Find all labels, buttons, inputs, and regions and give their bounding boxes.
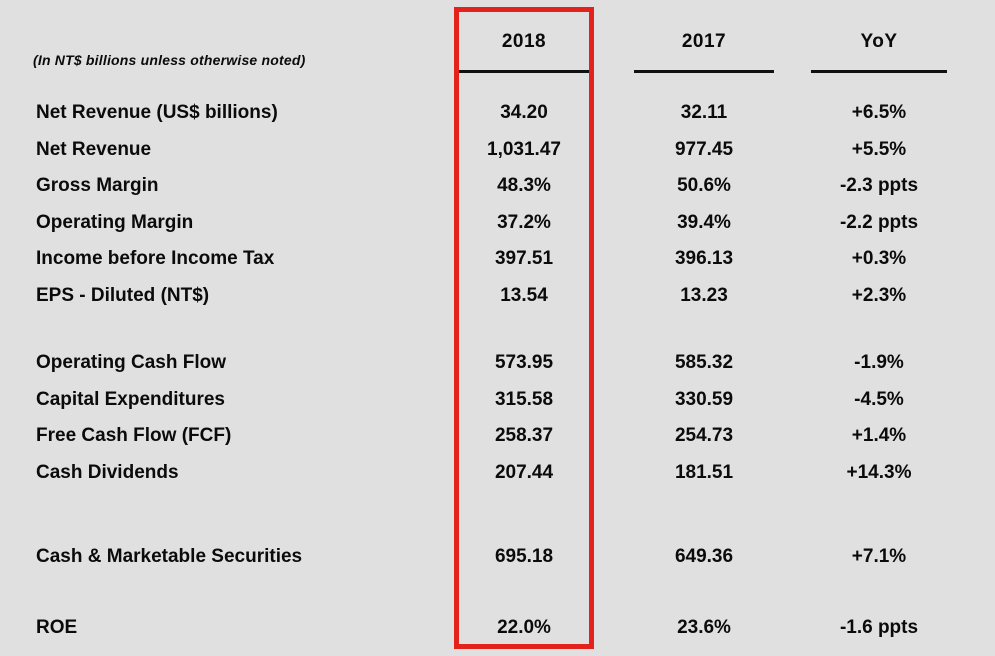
value-2017: 181.51 xyxy=(674,461,734,483)
row-label: Cash Dividends xyxy=(36,461,179,483)
column-gap xyxy=(776,382,806,419)
highlight-box-2018-column xyxy=(454,7,594,649)
section-gap xyxy=(0,491,952,539)
value-yoy: +1.4% xyxy=(851,425,907,447)
value-2017: 32.11 xyxy=(680,102,728,124)
value-2018: 34.20 xyxy=(500,102,548,124)
header-gap xyxy=(776,0,806,73)
column-gap xyxy=(776,539,806,576)
value-2017: 396.13 xyxy=(674,248,734,270)
column-gap xyxy=(776,610,806,647)
value-yoy: +7.1% xyxy=(851,546,907,568)
row-label: Operating Cash Flow xyxy=(36,352,227,374)
value-yoy: -2.2 ppts xyxy=(839,211,919,233)
units-note: (In NT$ billions unless otherwise noted) xyxy=(33,52,306,68)
value-2017: 13.23 xyxy=(680,284,728,306)
row-label: Free Cash Flow (FCF) xyxy=(36,425,232,447)
section-gap xyxy=(0,576,952,610)
value-2018: 13.54 xyxy=(500,284,548,306)
value-yoy: +2.3% xyxy=(851,284,907,306)
column-gap xyxy=(776,241,806,278)
column-gap xyxy=(776,455,806,492)
table-grid: 2018 2017 YoY Net Revenue (US$ billions)… xyxy=(0,0,952,647)
value-yoy: +6.5% xyxy=(851,102,907,124)
value-2018: 695.18 xyxy=(494,546,554,568)
column-header-2018-label: 2018 xyxy=(501,30,547,52)
row-label: Income before Income Tax xyxy=(36,248,275,270)
value-yoy: -1.9% xyxy=(854,352,904,374)
column-gap xyxy=(596,278,632,315)
column-gap xyxy=(596,610,632,647)
column-gap xyxy=(776,205,806,242)
column-gap xyxy=(596,168,632,205)
value-2017: 330.59 xyxy=(674,388,734,410)
value-2018: 397.51 xyxy=(494,248,554,270)
header-underline-2018 xyxy=(459,70,589,73)
column-gap xyxy=(596,95,632,132)
column-header-2017: 2017 xyxy=(632,0,776,73)
value-2017: 254.73 xyxy=(674,425,734,447)
value-2017: 50.6% xyxy=(677,175,731,197)
value-2017: 649.36 xyxy=(674,546,734,568)
row-label: Net Revenue xyxy=(36,138,152,160)
column-gap xyxy=(596,382,632,419)
column-header-yoy: YoY xyxy=(806,0,952,73)
value-yoy: -4.5% xyxy=(854,388,904,410)
row-label: Net Revenue (US$ billions) xyxy=(36,102,278,124)
column-gap xyxy=(596,241,632,278)
value-yoy: +14.3% xyxy=(846,461,912,483)
column-gap xyxy=(596,455,632,492)
value-2018: 258.37 xyxy=(494,425,554,447)
row-label: ROE xyxy=(36,616,78,638)
column-gap xyxy=(776,95,806,132)
value-2018: 207.44 xyxy=(494,461,554,483)
column-header-2017-label: 2017 xyxy=(681,30,727,52)
column-gap xyxy=(596,205,632,242)
column-gap xyxy=(776,278,806,315)
row-label: Gross Margin xyxy=(36,175,159,197)
row-label: Capital Expenditures xyxy=(36,388,225,410)
row-label: EPS - Diluted (NT$) xyxy=(36,284,210,306)
row-label: Operating Margin xyxy=(36,211,194,233)
value-2018: 1,031.47 xyxy=(487,138,561,160)
value-2017: 585.32 xyxy=(674,352,734,374)
value-2017: 23.6% xyxy=(677,616,731,638)
column-gap xyxy=(596,132,632,169)
value-yoy: -1.6 ppts xyxy=(839,616,919,638)
value-2017: 977.45 xyxy=(674,138,734,160)
value-yoy: +0.3% xyxy=(851,248,907,270)
value-2018: 22.0% xyxy=(497,616,551,638)
value-yoy: +5.5% xyxy=(851,138,907,160)
header-underline-yoy xyxy=(811,70,947,73)
value-2018: 37.2% xyxy=(497,211,551,233)
header-gap xyxy=(596,0,632,73)
column-gap xyxy=(776,418,806,455)
section-gap xyxy=(0,314,952,345)
column-header-yoy-label: YoY xyxy=(860,30,898,52)
header-underline-2017 xyxy=(634,70,774,73)
column-header-2018: 2018 xyxy=(452,0,596,73)
header-body-gap xyxy=(0,73,952,95)
column-gap xyxy=(596,539,632,576)
row-label: Cash & Marketable Securities xyxy=(36,546,303,568)
column-gap xyxy=(776,345,806,382)
value-2018: 573.95 xyxy=(494,352,554,374)
column-gap xyxy=(596,418,632,455)
value-yoy: -2.3 ppts xyxy=(839,175,919,197)
value-2018: 315.58 xyxy=(494,388,554,410)
column-gap xyxy=(776,168,806,205)
column-gap xyxy=(596,345,632,382)
value-2018: 48.3% xyxy=(497,175,551,197)
value-2017: 39.4% xyxy=(677,211,731,233)
column-gap xyxy=(776,132,806,169)
